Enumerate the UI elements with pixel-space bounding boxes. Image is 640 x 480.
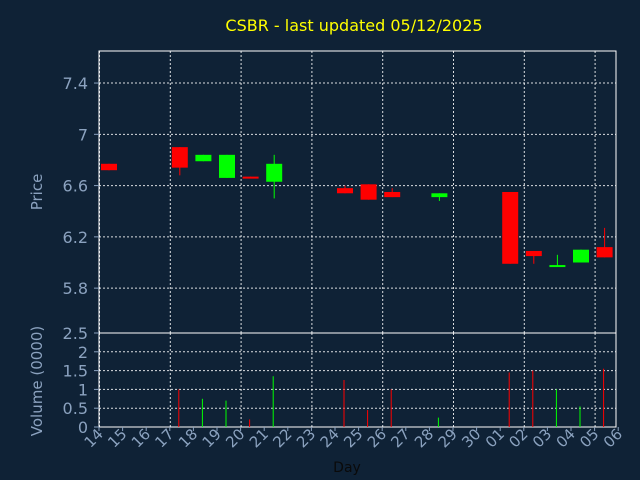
day-tick-label: 06 xyxy=(600,425,626,451)
volume-tick-label: 0 xyxy=(78,418,88,437)
day-tick-label: 02 xyxy=(505,425,531,451)
day-tick-label: 19 xyxy=(199,425,225,451)
volume-axis-ticks: 00.511.522.5 xyxy=(63,324,99,437)
candle-body xyxy=(219,154,235,178)
day-tick-label: 16 xyxy=(128,425,154,451)
candle-body xyxy=(360,184,377,200)
day-tick-label: 04 xyxy=(553,425,579,451)
volume-tick-label: 2 xyxy=(78,343,88,362)
day-tick-label: 17 xyxy=(151,425,177,451)
day-tick-label: 05 xyxy=(576,425,602,451)
price-tick-label: 6.6 xyxy=(63,177,88,196)
price-axis-ticks: 5.8 6.2 6.6 7 7.4 xyxy=(63,74,99,298)
candle-body xyxy=(525,250,542,257)
candle xyxy=(171,147,188,176)
day-tick-label: 27 xyxy=(387,425,413,451)
candle xyxy=(549,254,566,268)
volume-tick-label: 1 xyxy=(78,380,88,399)
candle xyxy=(596,227,613,258)
candle-body xyxy=(171,147,188,168)
day-tick-label: 18 xyxy=(175,425,201,451)
candle xyxy=(573,249,589,263)
candle xyxy=(101,163,117,171)
day-tick-label: 30 xyxy=(458,425,484,451)
day-tick-label: 20 xyxy=(222,425,248,451)
candle-body xyxy=(431,193,448,198)
volume-tick-label: 0.5 xyxy=(63,399,88,418)
price-tick-label: 6.2 xyxy=(63,228,88,247)
candle xyxy=(431,193,448,201)
volume-bars xyxy=(178,368,605,427)
day-axis-ticks: 1415161718192021222324252627282930010203… xyxy=(81,425,626,451)
candle-body xyxy=(573,249,589,263)
price-plot-border xyxy=(98,50,617,334)
candle xyxy=(266,154,283,199)
volume-tick-label: 1.5 xyxy=(63,362,88,381)
candle xyxy=(525,250,542,264)
candle-body xyxy=(596,247,613,258)
day-tick-label: 15 xyxy=(104,425,130,451)
price-tick-label: 7 xyxy=(78,125,88,144)
candle-body xyxy=(195,154,212,162)
price-axis-label: Price xyxy=(28,174,46,211)
chart-title: CSBR - last updated 05/12/2025 xyxy=(225,16,482,35)
candle xyxy=(195,154,212,162)
candle xyxy=(360,184,377,200)
candles xyxy=(101,147,613,268)
candle-body xyxy=(337,188,353,194)
price-tick-label: 7.4 xyxy=(63,74,88,93)
candle-body xyxy=(502,192,519,264)
day-tick-label: 25 xyxy=(340,425,366,451)
volume-plot-border xyxy=(98,332,617,428)
day-tick-label: 23 xyxy=(293,425,319,451)
volume-tick-label: 2.5 xyxy=(63,324,88,343)
candle xyxy=(219,154,235,178)
candle-body xyxy=(384,192,401,198)
day-tick-label: 21 xyxy=(246,425,272,451)
candle xyxy=(384,188,401,198)
day-axis-label: Day xyxy=(333,460,361,476)
volume-axis-label: Volume (0000) xyxy=(28,326,46,436)
day-tick-label: 24 xyxy=(317,425,343,451)
candle-body xyxy=(242,176,259,179)
candle-body xyxy=(101,163,117,171)
candle xyxy=(337,185,353,194)
day-tick-label: 28 xyxy=(411,425,437,451)
volume-gridlines xyxy=(99,333,616,427)
candle xyxy=(242,176,259,179)
price-tick-label: 5.8 xyxy=(63,279,88,298)
candle xyxy=(502,192,519,264)
candle-body xyxy=(549,265,566,268)
day-tick-label: 22 xyxy=(269,425,295,451)
day-tick-label: 29 xyxy=(435,425,461,451)
candle-body xyxy=(266,163,283,182)
day-tick-label: 01 xyxy=(482,425,508,451)
day-tick-label: 26 xyxy=(364,425,390,451)
price-gridlines xyxy=(99,51,616,333)
day-tick-label: 03 xyxy=(529,425,555,451)
